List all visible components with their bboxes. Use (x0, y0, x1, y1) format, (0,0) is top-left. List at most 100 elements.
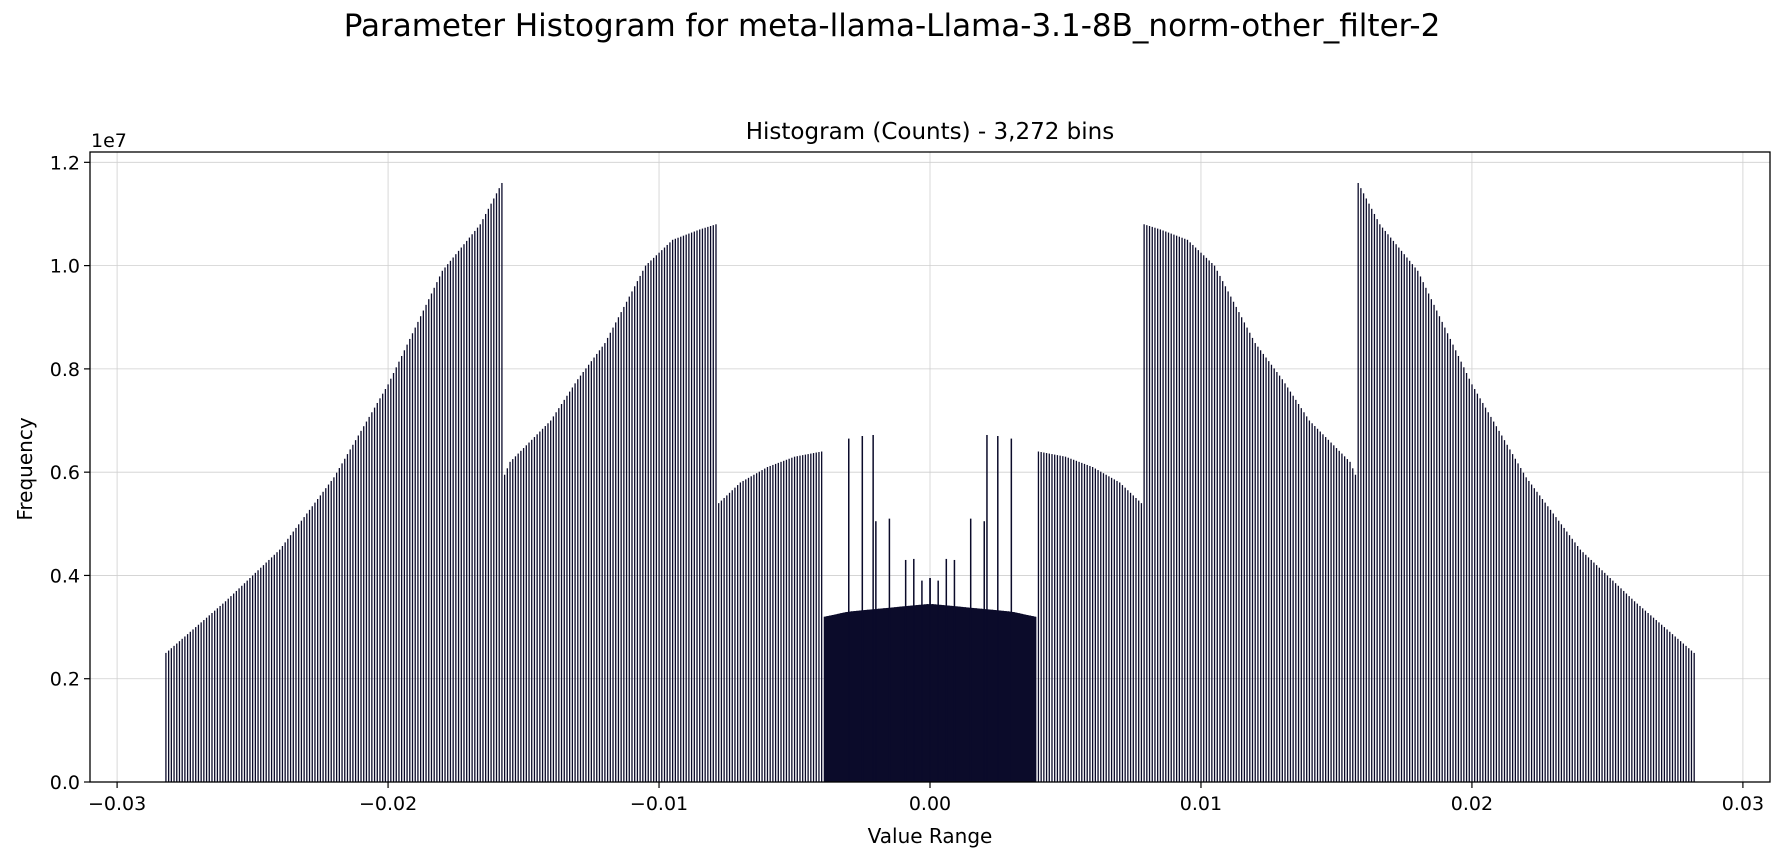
histogram-bar (1132, 495, 1134, 782)
histogram-bar (1514, 458, 1516, 782)
histogram-bar (165, 652, 167, 782)
histogram-bar (685, 234, 687, 783)
histogram-bar (1536, 491, 1538, 782)
histogram-bar (1666, 629, 1668, 782)
histogram-bar (1200, 252, 1202, 782)
histogram-bar (1560, 524, 1563, 782)
histogram-bar (368, 416, 370, 782)
histogram-bar (178, 641, 181, 782)
histogram-bar (704, 227, 706, 783)
histogram-bar (235, 590, 238, 782)
histogram-bar (1086, 464, 1088, 782)
histogram-bar (812, 453, 815, 782)
histogram-bar (395, 367, 397, 782)
histogram-bar (487, 208, 490, 782)
histogram-bar (1642, 608, 1644, 782)
histogram-bar (276, 552, 278, 782)
histogram-bar (167, 650, 170, 782)
y-tick-label: 0.6 (50, 462, 80, 484)
histogram-bar (1422, 282, 1424, 782)
histogram-bar (571, 387, 574, 782)
histogram-bar (671, 239, 674, 783)
histogram-bar (810, 453, 812, 782)
histogram-bar (1083, 463, 1086, 782)
histogram-bar (1070, 458, 1072, 782)
histogram-bar (216, 608, 219, 782)
histogram-bar (690, 232, 693, 782)
histogram-bar (1186, 239, 1189, 783)
histogram-bar (1693, 652, 1695, 782)
histogram-bar (1124, 487, 1126, 782)
histogram-bar (1677, 638, 1679, 782)
histogram-bar (1165, 231, 1167, 782)
histogram-bar (1463, 367, 1465, 782)
histogram-bar (222, 603, 224, 782)
histogram-bar (479, 224, 481, 783)
histogram-bar (322, 491, 324, 782)
histogram-bar (1178, 236, 1180, 782)
histogram-bar (1460, 361, 1462, 782)
histogram-bar (1582, 552, 1584, 782)
histogram-bar (533, 437, 536, 782)
histogram-bar (793, 456, 796, 782)
histogram-bar (669, 242, 671, 783)
histogram-bar (520, 450, 522, 782)
histogram-bar (1623, 590, 1625, 782)
histogram-bar (1094, 468, 1096, 782)
histogram-bar (200, 622, 202, 782)
histogram-bar (444, 267, 446, 782)
histogram-bar (335, 472, 338, 782)
histogram-bar (1530, 484, 1533, 782)
histogram-bar (726, 495, 728, 782)
histogram-bar (387, 384, 389, 782)
histogram-bar (1490, 416, 1492, 782)
histogram-bar (1544, 502, 1546, 782)
histogram-bar (674, 238, 676, 783)
histogram-bar (522, 448, 525, 782)
histogram-bar (1604, 572, 1606, 782)
histogram-bar (1392, 240, 1395, 783)
histogram-bar (929, 578, 931, 782)
histogram-bar (295, 527, 297, 782)
histogram-bar (1671, 634, 1674, 782)
histogram-bar (184, 636, 186, 782)
histogram-bar (764, 468, 766, 782)
histogram-bar (1230, 296, 1232, 782)
histogram-bar (723, 497, 725, 782)
histogram-bar (1352, 468, 1354, 782)
histogram-bar (1045, 453, 1048, 782)
histogram-bar (807, 454, 809, 782)
histogram-bar (344, 458, 346, 782)
histogram-bar (514, 456, 517, 782)
histogram-bar (1552, 513, 1554, 782)
histogram-bar (474, 230, 476, 782)
histogram-bar (430, 293, 433, 782)
histogram-bar (677, 237, 679, 782)
histogram-bar (1349, 461, 1351, 782)
histogram-bar (609, 332, 611, 782)
histogram-bar (224, 601, 227, 782)
y-axis-label: Frequency (13, 417, 37, 520)
histogram-bar (555, 412, 557, 782)
histogram-bar (780, 461, 782, 782)
histogram-bar (1203, 255, 1205, 782)
histogram-bar (1110, 477, 1113, 782)
histogram-bar (205, 617, 208, 782)
histogram-bar (1661, 624, 1663, 782)
histogram-bar (1216, 270, 1218, 782)
histogram-bar (560, 404, 563, 782)
histogram-bar (181, 638, 183, 782)
figure-title: Parameter Histogram for meta-llama-Llama… (343, 8, 1441, 44)
histogram-bar (382, 393, 384, 782)
histogram-bar (861, 436, 864, 782)
histogram-bar (1192, 244, 1194, 783)
histogram-bar (452, 257, 454, 782)
histogram-bar (306, 513, 308, 782)
histogram-bar (1601, 570, 1603, 782)
histogram-bar (1452, 344, 1454, 782)
histogram-bar (1425, 287, 1427, 782)
histogram-bar (596, 353, 598, 782)
histogram-bar (636, 281, 639, 782)
histogram-bar (1574, 542, 1576, 782)
histogram-bar (251, 575, 254, 782)
